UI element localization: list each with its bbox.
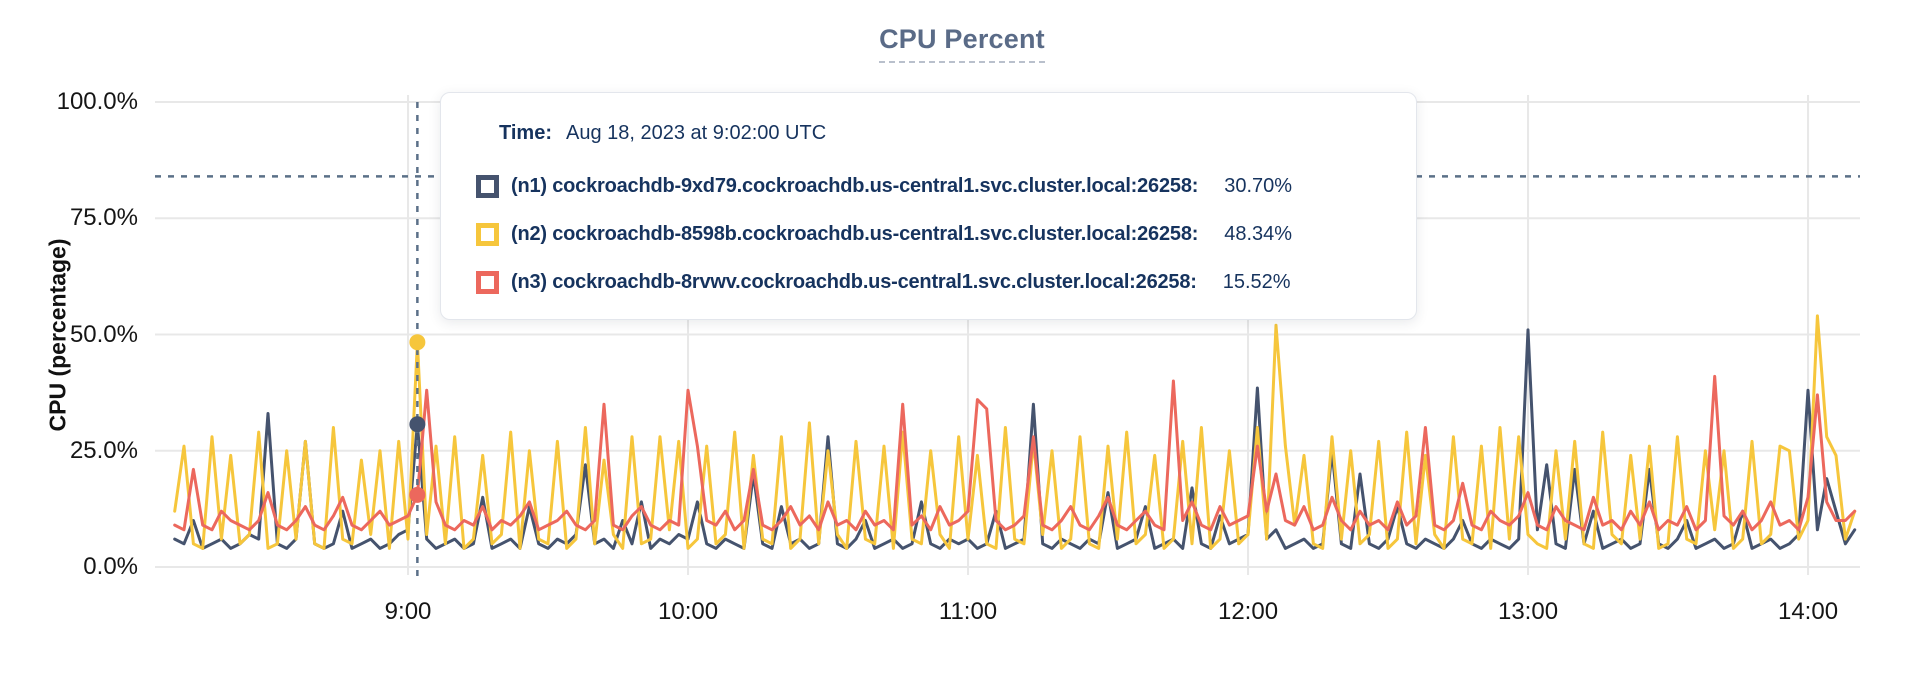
- tooltip-time-label: Time:: [499, 121, 552, 144]
- chart-title-wrap: CPU Percent: [0, 24, 1924, 63]
- chart-title[interactable]: CPU Percent: [879, 24, 1045, 63]
- tooltip-series-row-n2: (n2) cockroachdb-8598b.cockroachdb.us-ce…: [476, 220, 1292, 248]
- hover-dot-n3: [409, 486, 426, 503]
- y-axis-tick-label: 50.0%: [69, 320, 138, 348]
- y-axis-tick-label: 0.0%: [83, 553, 138, 580]
- tooltip-series-value-n2: 48.34%: [1224, 222, 1293, 245]
- x-axis-tick-label: 14:00: [1777, 598, 1839, 625]
- series-line-n2: [173, 314, 1857, 550]
- tooltip-series-value-n1: 30.70%: [1224, 174, 1293, 197]
- series-line-n3: [173, 374, 1857, 532]
- series-marker-n2-icon: [476, 222, 499, 246]
- series-marker-n3-icon: [476, 270, 499, 294]
- tooltip-series-row-n3: (n3) cockroachdb-8rvwv.cockroachdb.us-ce…: [476, 268, 1291, 296]
- x-axis-tick-label: 9:00: [384, 598, 432, 625]
- hover-dot-n2: [409, 334, 426, 351]
- tooltip-series-row-n1: (n1) cockroachdb-9xd79.cockroachdb.us-ce…: [476, 172, 1292, 200]
- x-axis-tick-label: 11:00: [938, 598, 998, 625]
- y-axis-tick-label: 25.0%: [69, 436, 138, 464]
- tooltip-series-value-n3: 15.52%: [1222, 270, 1291, 293]
- tooltip-series-label-n3: (n3) cockroachdb-8rvwv.cockroachdb.us-ce…: [511, 270, 1197, 293]
- tooltip-series-label-n2: (n2) cockroachdb-8598b.cockroachdb.us-ce…: [511, 222, 1199, 245]
- tooltip-series-label-n1: (n1) cockroachdb-9xd79.cockroachdb.us-ce…: [511, 174, 1199, 197]
- x-axis-tick-label: 13:00: [1497, 598, 1559, 625]
- y-axis-tick-label: 75.0%: [69, 204, 138, 232]
- series-line-n1: [173, 328, 1857, 550]
- tooltip-time-value: Aug 18, 2023 at 9:02:00 UTC: [565, 121, 827, 144]
- hover-tooltip: Time: Aug 18, 2023 at 9:02:00 UTC (n1) c…: [440, 92, 1417, 320]
- y-axis-tick-label: 100.0%: [56, 88, 138, 115]
- series-marker-n1-icon: [476, 174, 499, 198]
- x-axis-tick-label: 12:00: [1217, 598, 1279, 625]
- tooltip-time-row: Time: Aug 18, 2023 at 9:02:00 UTC: [499, 119, 826, 147]
- hover-dot-n1: [409, 416, 426, 433]
- x-axis-tick-label: 10:00: [658, 598, 719, 625]
